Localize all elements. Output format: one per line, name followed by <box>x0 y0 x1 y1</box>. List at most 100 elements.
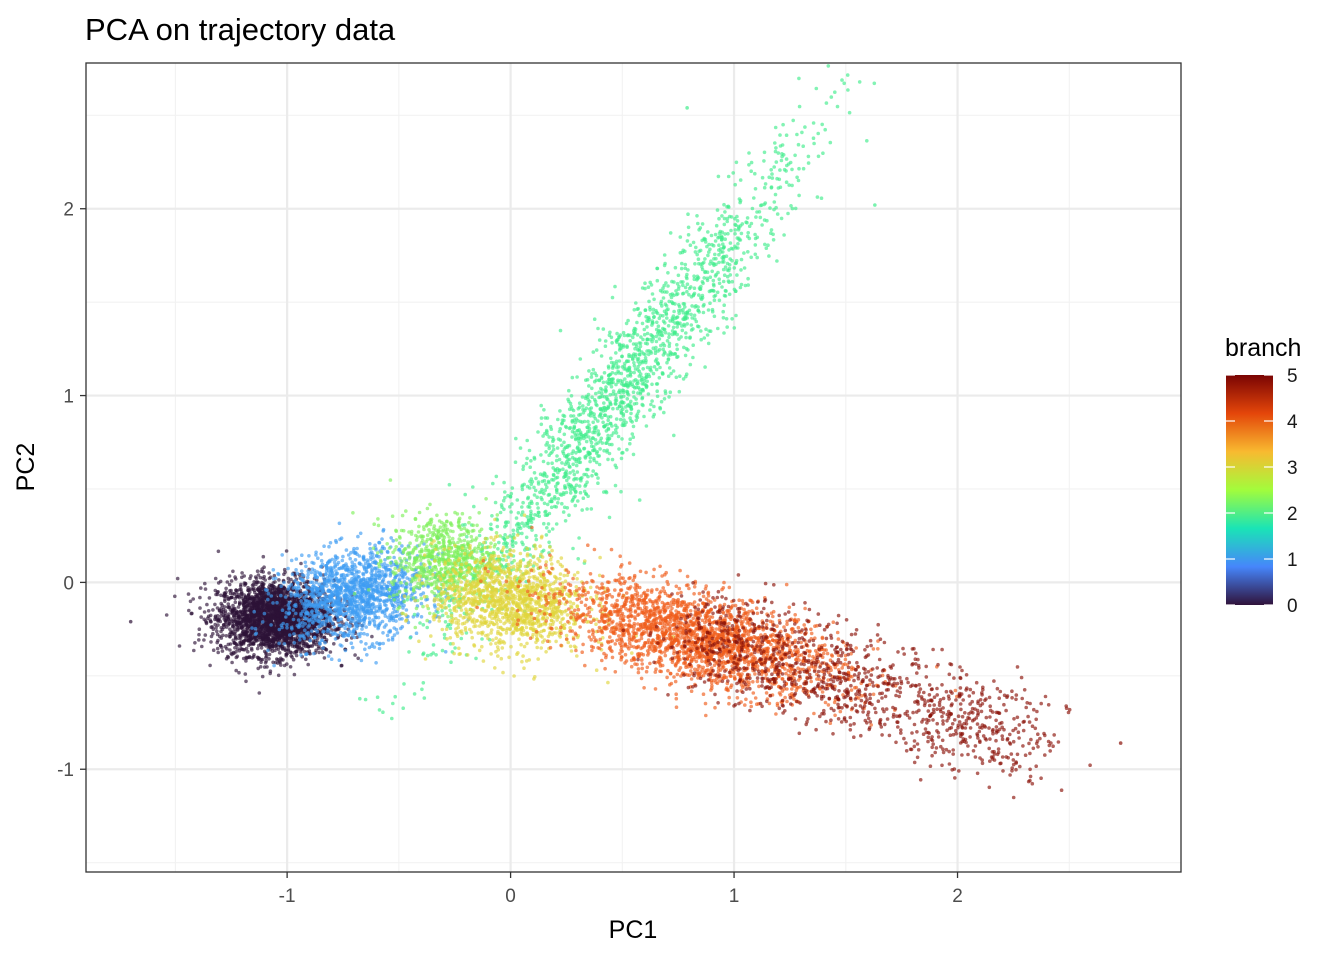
data-point <box>214 625 218 630</box>
data-point <box>640 321 645 326</box>
data-point <box>533 513 537 517</box>
data-point <box>266 648 270 653</box>
data-point <box>312 604 317 608</box>
data-point <box>291 608 296 612</box>
data-point <box>663 330 668 335</box>
data-point <box>316 625 321 629</box>
data-point <box>244 659 248 663</box>
data-point <box>767 175 771 180</box>
data-point <box>355 546 359 551</box>
data-point <box>440 608 444 613</box>
data-point <box>656 324 661 329</box>
data-point <box>631 390 636 395</box>
data-point <box>347 596 352 600</box>
data-point <box>377 540 381 545</box>
data-point <box>274 626 278 631</box>
data-point <box>348 556 353 561</box>
data-point <box>840 78 844 82</box>
data-point <box>594 391 598 396</box>
data-point <box>344 548 349 552</box>
data-point <box>659 399 664 404</box>
data-point <box>353 558 358 562</box>
data-point <box>325 629 330 634</box>
data-point <box>294 644 299 649</box>
data-point <box>354 610 358 615</box>
data-point <box>796 142 801 147</box>
data-point <box>234 588 238 592</box>
data-point <box>240 613 245 617</box>
data-point <box>238 609 243 614</box>
data-point <box>763 182 768 186</box>
data-point <box>259 658 263 662</box>
data-point <box>372 560 377 565</box>
data-point <box>715 290 720 295</box>
data-point <box>315 575 320 580</box>
data-point <box>702 276 706 280</box>
data-point <box>385 549 390 554</box>
data-point <box>269 583 274 588</box>
data-point <box>266 641 270 646</box>
data-point <box>266 608 271 612</box>
data-point <box>432 603 437 607</box>
data-point <box>374 609 379 613</box>
data-point <box>634 401 639 406</box>
data-point <box>177 644 182 648</box>
data-point <box>655 278 660 283</box>
data-point <box>226 655 231 660</box>
data-point <box>235 615 239 620</box>
data-point <box>421 651 426 655</box>
data-point <box>401 575 405 580</box>
data-point <box>236 628 240 632</box>
data-point <box>587 426 592 431</box>
data-point <box>239 639 244 644</box>
data-point <box>691 240 696 245</box>
data-point <box>317 619 321 623</box>
data-point <box>350 617 354 622</box>
data-point <box>287 606 292 610</box>
data-point <box>382 599 387 604</box>
data-point <box>351 629 355 634</box>
data-point <box>364 570 368 574</box>
data-point <box>361 624 365 628</box>
data-point <box>319 600 323 605</box>
data-point <box>442 632 447 637</box>
data-point <box>672 309 676 314</box>
data-point <box>380 537 384 541</box>
data-point <box>277 641 281 646</box>
data-point <box>551 444 555 448</box>
data-point <box>710 309 715 314</box>
data-point <box>648 305 652 310</box>
data-point <box>784 180 789 184</box>
data-point <box>346 565 350 570</box>
data-point <box>542 521 546 526</box>
data-point <box>226 642 231 647</box>
data-point <box>620 437 624 441</box>
data-point <box>256 666 261 671</box>
data-point <box>382 572 387 577</box>
data-point <box>255 569 260 573</box>
data-point <box>392 604 397 609</box>
data-point <box>404 608 409 612</box>
data-point <box>568 491 573 495</box>
data-point <box>294 611 298 616</box>
data-point <box>248 576 252 581</box>
data-point <box>609 356 613 361</box>
data-point <box>775 212 780 216</box>
data-point <box>529 520 534 525</box>
data-point <box>203 633 208 637</box>
data-point <box>388 628 393 633</box>
data-point <box>730 258 734 263</box>
data-point <box>568 401 573 406</box>
data-point <box>376 625 381 629</box>
data-point <box>367 604 372 609</box>
data-point <box>317 582 322 587</box>
data-point <box>367 645 372 650</box>
data-point <box>762 150 767 155</box>
data-point <box>316 593 320 598</box>
data-point <box>527 448 532 453</box>
data-point <box>277 651 282 655</box>
data-point <box>279 663 283 667</box>
data-point <box>510 502 514 506</box>
data-point <box>231 624 235 629</box>
minor-gridlines <box>86 63 1181 872</box>
